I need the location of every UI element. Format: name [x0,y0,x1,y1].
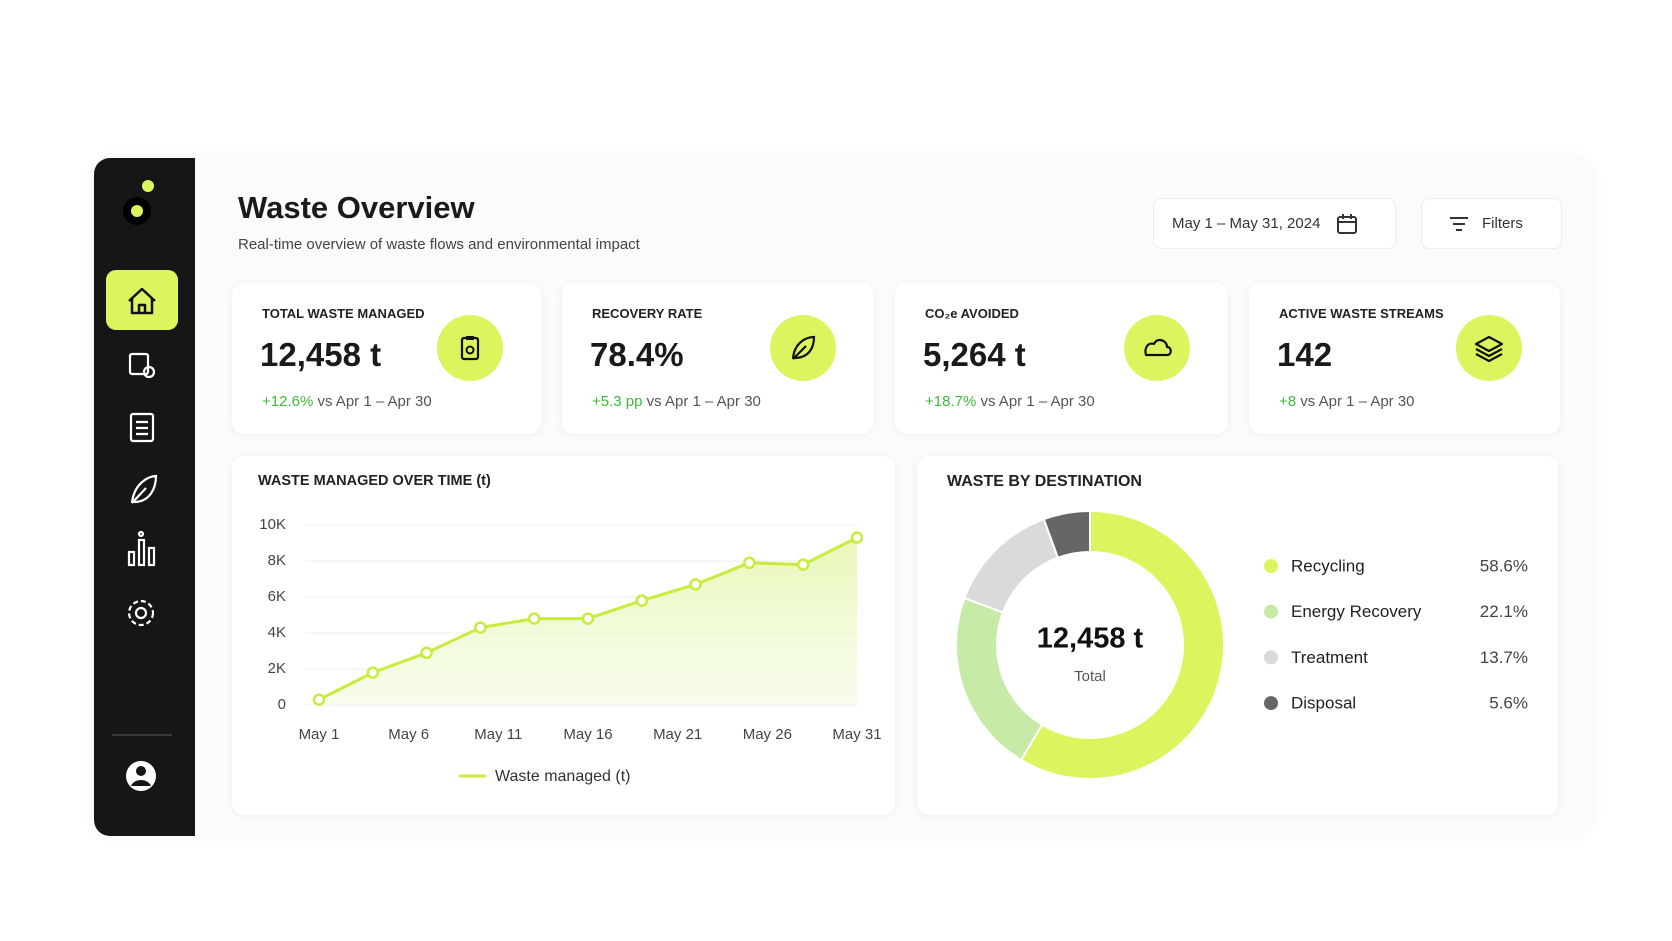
date-range-button[interactable]: May 1 – May 31, 2024 [1153,198,1396,249]
kpi-card: ACTIVE WASTE STREAMS 142 +8 vs Apr 1 – Apr… [1249,283,1560,434]
filters-label: Filters [1482,215,1523,232]
sidebar-icons [106,180,178,791]
kpi-value: 142 [1277,336,1333,373]
nav-impact[interactable] [130,474,158,504]
kpi-comparison: vs Apr 1 – Apr 30 [1300,393,1415,410]
kpi-label: TOTAL WASTE MANAGED [262,306,425,321]
date-range: May 1 – May 31, 2024 [1172,215,1321,232]
kpi-change-row: +8 vs Apr 1 – Apr 30 [1279,393,1415,410]
kpi-comparison: vs Apr 1 – Apr 30 [980,393,1095,410]
kpi-icon [1124,315,1190,381]
kpi-change-row: +12.6% vs Apr 1 – Apr 30 [262,393,432,410]
kpi-change-row: +18.7% vs Apr 1 – Apr 30 [925,393,1095,410]
kpi-value: 5,264 t [923,336,1026,373]
logo-eye [131,205,143,217]
kpi-card: TOTAL WASTE MANAGED 12,458 t +12.6% vs Apr… [232,283,541,434]
nav-reports[interactable] [129,412,155,443]
nav-analytics[interactable] [127,530,156,567]
logo-dot [142,180,154,192]
kpi-icon [1456,315,1522,381]
page-subtitle: Real-time overview of waste flows and en… [238,236,640,253]
kpi-icon [437,315,503,381]
home-icon [128,287,156,315]
kpi-card: CO₂e AVOIDED 5,264 t +18.7% vs Apr 1 – Apr… [895,283,1228,434]
nav-home[interactable] [106,270,178,330]
kpi-label: CO₂e AVOIDED [925,306,1019,321]
kpi-card: RECOVERY RATE 78.4% +5.3 pp vs Apr 1 – Apr… [562,283,874,434]
kpi-change: +18.7% [925,393,977,410]
kpi-change: +8 [1279,393,1297,410]
donut-chart-card [917,456,1558,815]
kpi-change: +12.6% [262,393,314,410]
line-chart-card [232,456,895,815]
kpi-icon [770,315,836,381]
kpi-change-row: +5.3 pp vs Apr 1 – Apr 30 [592,393,761,410]
nav-trucks[interactable] [128,352,156,379]
page-title: Waste Overview [238,190,475,225]
nav-settings[interactable] [127,599,155,627]
calendar-icon [1337,213,1358,234]
kpi-comparison: vs Apr 1 – Apr 30 [646,393,761,410]
nav-profile[interactable] [126,761,156,791]
kpi-value: 78.4% [590,336,684,373]
kpi-value: 12,458 t [260,336,382,373]
filter-icon [1450,216,1468,231]
sidebar [94,158,195,836]
kpi-comparison: vs Apr 1 – Apr 30 [317,393,432,410]
kpi-change: +5.3 pp [592,393,643,410]
kpi-label: ACTIVE WASTE STREAMS [1279,306,1444,321]
kpi-label: RECOVERY RATE [592,306,703,321]
filters-button[interactable]: Filters [1421,198,1562,249]
